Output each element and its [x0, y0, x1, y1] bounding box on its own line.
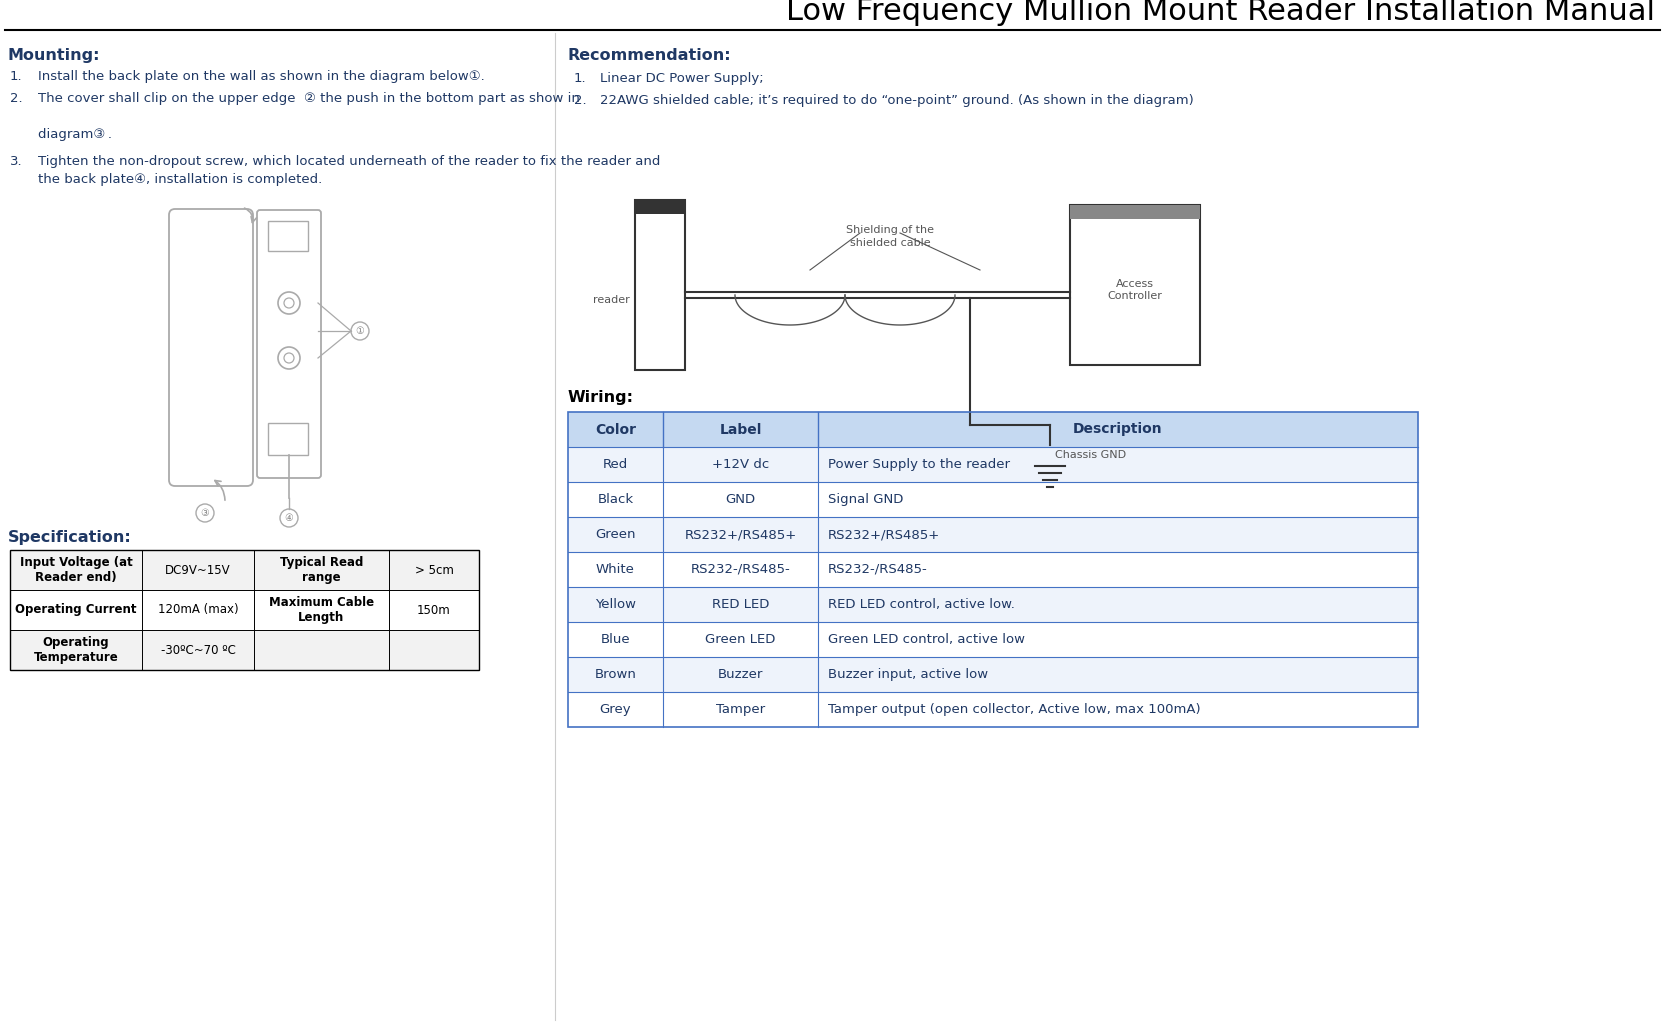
Text: Green LED: Green LED	[706, 633, 775, 646]
Text: Buzzer: Buzzer	[717, 668, 762, 681]
Text: Label: Label	[719, 422, 760, 436]
Bar	[567, 447, 1418, 482]
Circle shape	[280, 509, 298, 527]
Text: Blue: Blue	[601, 633, 631, 646]
Circle shape	[285, 353, 295, 363]
Text: Recommendation:: Recommendation:	[567, 48, 730, 63]
Circle shape	[278, 347, 300, 369]
Bar	[634, 200, 684, 214]
Bar	[10, 630, 479, 670]
Text: RED LED: RED LED	[712, 598, 769, 611]
Text: White: White	[596, 563, 634, 576]
Text: Red: Red	[602, 458, 627, 471]
Text: > 5cm: > 5cm	[414, 564, 453, 576]
Bar	[567, 692, 1418, 727]
Text: Tighten the non-dropout screw, which located underneath of the reader to fix the: Tighten the non-dropout screw, which loc…	[38, 155, 661, 168]
Text: Shielding of the: Shielding of the	[845, 225, 934, 235]
Text: Tamper: Tamper	[716, 703, 764, 716]
Text: Input Voltage (at
Reader end): Input Voltage (at Reader end)	[20, 556, 133, 584]
Circle shape	[196, 504, 215, 522]
Text: GND: GND	[726, 493, 755, 506]
Text: RS232-/RS485-: RS232-/RS485-	[827, 563, 927, 576]
Text: the back plate④, installation is completed.: the back plate④, installation is complet…	[38, 173, 323, 186]
Bar	[567, 551, 1418, 587]
Text: ①: ①	[356, 326, 364, 336]
Text: The cover shall clip on the upper edge  ② the push in the bottom part as show in: The cover shall clip on the upper edge ②…	[38, 92, 579, 105]
Text: shielded cable: shielded cable	[849, 238, 930, 248]
Bar	[567, 412, 1418, 447]
Text: +12V dc: +12V dc	[712, 458, 769, 471]
Text: Linear DC Power Supply;: Linear DC Power Supply;	[599, 72, 764, 85]
FancyBboxPatch shape	[170, 210, 253, 486]
Text: 2.: 2.	[10, 92, 23, 105]
Text: diagram③ .: diagram③ .	[38, 128, 111, 141]
Text: 3.: 3.	[10, 155, 23, 168]
Text: Operating Current: Operating Current	[15, 604, 136, 616]
Bar	[1070, 205, 1200, 219]
Bar	[567, 622, 1418, 657]
Bar	[1070, 205, 1200, 365]
Text: Buzzer input, active low: Buzzer input, active low	[827, 668, 987, 681]
Text: Color: Color	[594, 422, 636, 436]
Text: Green LED control, active low: Green LED control, active low	[827, 633, 1025, 646]
Bar	[634, 200, 684, 370]
Text: Low Frequency Mullion Mount Reader Installation Manual: Low Frequency Mullion Mount Reader Insta…	[785, 0, 1654, 26]
Bar	[567, 517, 1418, 551]
Bar	[10, 550, 479, 670]
Bar	[268, 221, 308, 251]
Text: Wiring:: Wiring:	[567, 390, 634, 405]
Text: Brown: Brown	[594, 668, 636, 681]
Text: DC9V~15V: DC9V~15V	[165, 564, 231, 576]
Text: RS232+/RS485+: RS232+/RS485+	[827, 528, 940, 541]
Circle shape	[285, 298, 295, 308]
Text: Typical Read
range: Typical Read range	[280, 556, 363, 584]
Text: 1.: 1.	[574, 72, 586, 85]
Bar	[10, 550, 479, 589]
FancyBboxPatch shape	[256, 210, 321, 478]
Text: Yellow: Yellow	[594, 598, 636, 611]
Text: -30ºC~70 ºC: -30ºC~70 ºC	[160, 644, 235, 656]
Text: Install the back plate on the wall as shown in the diagram below①.: Install the back plate on the wall as sh…	[38, 70, 484, 83]
Text: Green: Green	[596, 528, 636, 541]
Circle shape	[278, 292, 300, 314]
Text: Black: Black	[597, 493, 634, 506]
Text: RS232+/RS485+: RS232+/RS485+	[684, 528, 795, 541]
Circle shape	[351, 322, 369, 340]
Bar	[567, 482, 1418, 517]
Text: Description: Description	[1073, 422, 1161, 436]
Text: ④: ④	[285, 514, 293, 523]
Bar	[567, 657, 1418, 692]
Text: Maximum Cable
Length: Maximum Cable Length	[270, 596, 374, 624]
Text: 2.: 2.	[574, 94, 586, 107]
Text: Signal GND: Signal GND	[827, 493, 904, 506]
Text: 1.: 1.	[10, 70, 23, 83]
Text: RS232-/RS485-: RS232-/RS485-	[691, 563, 790, 576]
Text: Access
Controller: Access Controller	[1107, 279, 1161, 301]
Text: Grey: Grey	[599, 703, 631, 716]
Text: 22AWG shielded cable; it’s required to do “one-point” ground. (As shown in the d: 22AWG shielded cable; it’s required to d…	[599, 94, 1193, 107]
Text: Mounting:: Mounting:	[8, 48, 100, 63]
Text: Power Supply to the reader: Power Supply to the reader	[827, 458, 1010, 471]
Text: ③: ③	[200, 508, 210, 518]
Bar	[10, 589, 479, 630]
Text: Specification:: Specification:	[8, 530, 131, 545]
Text: Operating
Temperature: Operating Temperature	[33, 636, 118, 664]
Text: reader: reader	[592, 295, 629, 305]
Text: 120mA (max): 120mA (max)	[158, 604, 238, 616]
Text: 150m: 150m	[418, 604, 451, 616]
Bar	[567, 587, 1418, 622]
Text: Chassis GND: Chassis GND	[1055, 450, 1125, 460]
Bar	[567, 412, 1418, 727]
Bar	[268, 423, 308, 455]
Text: Tamper output (open collector, Active low, max 100mA): Tamper output (open collector, Active lo…	[827, 703, 1200, 716]
Text: RED LED control, active low.: RED LED control, active low.	[827, 598, 1015, 611]
